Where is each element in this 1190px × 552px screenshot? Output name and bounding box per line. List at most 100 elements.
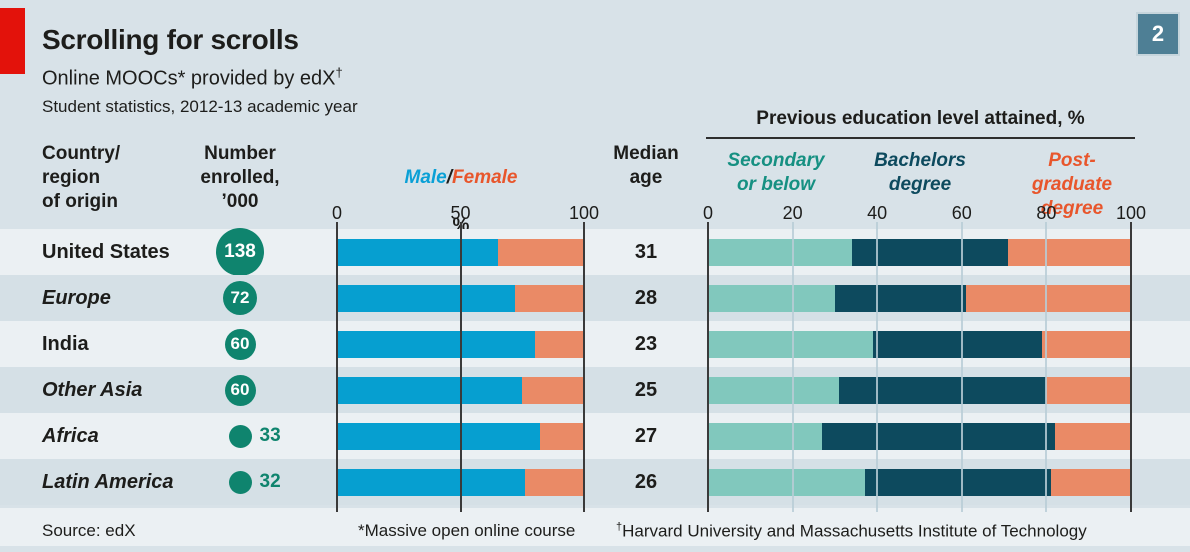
education-bar-bachelors [822, 423, 1055, 450]
education-bar [708, 285, 1131, 312]
education-bar-secondary [708, 331, 873, 358]
median-age-value: 31 [634, 241, 658, 263]
axis-line [1130, 222, 1132, 512]
education-axis-tick-label: 0 [702, 203, 714, 223]
education-bar [708, 423, 1131, 450]
education-axis-tick-label: 40 [867, 203, 888, 223]
chart-subtitle: Online MOOCs* provided by edX† [42, 65, 343, 91]
male-female-bar [337, 377, 584, 404]
female-bar-segment [524, 469, 584, 496]
legend-postgraduate-degree: Post-graduate degree [1031, 150, 1113, 219]
row-label: United States [42, 241, 170, 263]
legend-secondary-or-below: Secondary or below [727, 150, 825, 195]
education-bar [708, 377, 1131, 404]
enrolled-value: 32 [259, 471, 281, 492]
male-legend-label: Male [404, 167, 447, 188]
footer-band [0, 508, 1190, 546]
female-bar-segment [534, 331, 584, 358]
enrolled-bubble-with-value: 138 [216, 228, 264, 276]
column-header-median-age: Median age [613, 143, 679, 188]
dagger-icon: † [616, 521, 623, 533]
gridline [876, 222, 879, 512]
education-bar-secondary [708, 239, 852, 266]
education-section-header: Previous education level attained, % [706, 108, 1135, 139]
male-bar-segment [337, 423, 540, 450]
axis-line [583, 222, 585, 512]
median-age-value: 28 [634, 287, 658, 309]
legend-bachelors-degree: Bachelors degree [874, 150, 966, 195]
median-age-value: 27 [634, 425, 658, 447]
page-title: Scrolling for scrolls [42, 24, 299, 55]
male-female-bar [337, 285, 584, 312]
enrolled-value: 33 [259, 425, 281, 446]
median-age-value: 23 [634, 333, 658, 355]
source-note: Source: edX [42, 521, 136, 540]
male-bar-segment [337, 377, 523, 404]
footnote-dagger-text: Harvard University and Massachusetts Ins… [622, 521, 1087, 541]
table-row: Africa 33 27 [0, 413, 1190, 459]
row-label: Other Asia [42, 379, 143, 401]
education-bar-bachelors [839, 377, 1047, 404]
table-row: Latin America 32 26 [0, 459, 1190, 505]
education-bar-secondary [708, 377, 840, 404]
male-female-bar [337, 469, 584, 496]
education-axis-tick-label: 60 [951, 203, 972, 223]
education-bar [708, 239, 1131, 266]
gridline [1045, 222, 1048, 512]
bottom-strip [0, 546, 1190, 552]
male-bar-segment [337, 285, 515, 312]
education-bar [708, 469, 1131, 496]
education-bar-postgraduate [966, 285, 1131, 312]
education-bar-postgraduate [1050, 469, 1131, 496]
male-female-bar [337, 239, 584, 266]
row-label: Latin America [42, 471, 174, 493]
chart-dateline: Student statistics, 2012-13 academic yea… [42, 97, 358, 116]
male-female-bar [337, 423, 584, 450]
median-age-value: 26 [634, 471, 658, 493]
education-bar-postgraduate [1008, 239, 1131, 266]
row-label: India [42, 333, 89, 355]
education-bar-secondary [708, 469, 865, 496]
mf-axis-tick-label: 50 [450, 203, 471, 223]
page-number-badge: 2 [1136, 12, 1180, 56]
footnote-dagger: †Harvard University and Massachusetts In… [616, 521, 1087, 542]
table-row: Other Asia 60 25 [0, 367, 1190, 413]
slash-separator: / [446, 167, 453, 188]
education-bar-postgraduate [1046, 377, 1131, 404]
male-female-legend: Male/Female [404, 166, 517, 190]
female-bar-segment [497, 239, 584, 266]
education-bar-postgraduate [1054, 423, 1131, 450]
axis-line [336, 222, 338, 512]
gridline [960, 222, 963, 512]
education-bar-bachelors [872, 331, 1043, 358]
table-row: Europe 72 28 [0, 275, 1190, 321]
gridline [791, 222, 794, 512]
male-bar-segment [337, 469, 525, 496]
education-bar-postgraduate [1042, 331, 1131, 358]
education-bar-bachelors [864, 469, 1051, 496]
mf-axis-tick-label: 100 [568, 203, 600, 223]
male-female-bar [337, 331, 584, 358]
female-bar-segment [539, 423, 584, 450]
male-bar-segment [337, 331, 535, 358]
enrolled-bubble [228, 470, 252, 494]
axis-line [707, 222, 709, 512]
column-header-country: Country/ region of origin [42, 143, 121, 212]
axis-line [459, 222, 462, 512]
enrolled-bubble-with-value: 60 [224, 374, 256, 406]
enrolled-bubble-with-value: 72 [223, 281, 257, 315]
enrolled-bubble [228, 424, 252, 448]
education-bar-bachelors [834, 285, 967, 312]
education-bar [708, 331, 1131, 358]
female-bar-segment [522, 377, 584, 404]
education-axis-tick-label: 100 [1115, 203, 1147, 223]
education-bar-secondary [708, 423, 823, 450]
female-bar-segment [514, 285, 584, 312]
enrolled-bubble-with-value: 60 [224, 328, 256, 360]
education-axis-tick-label: 20 [782, 203, 803, 223]
subtitle-text: Online MOOCs* provided by edX [42, 67, 336, 90]
table-row: United States 138 31 [0, 228, 1190, 276]
median-age-value: 25 [634, 379, 658, 401]
mf-axis-tick-label: 0 [331, 203, 343, 223]
male-bar-segment [337, 239, 498, 266]
